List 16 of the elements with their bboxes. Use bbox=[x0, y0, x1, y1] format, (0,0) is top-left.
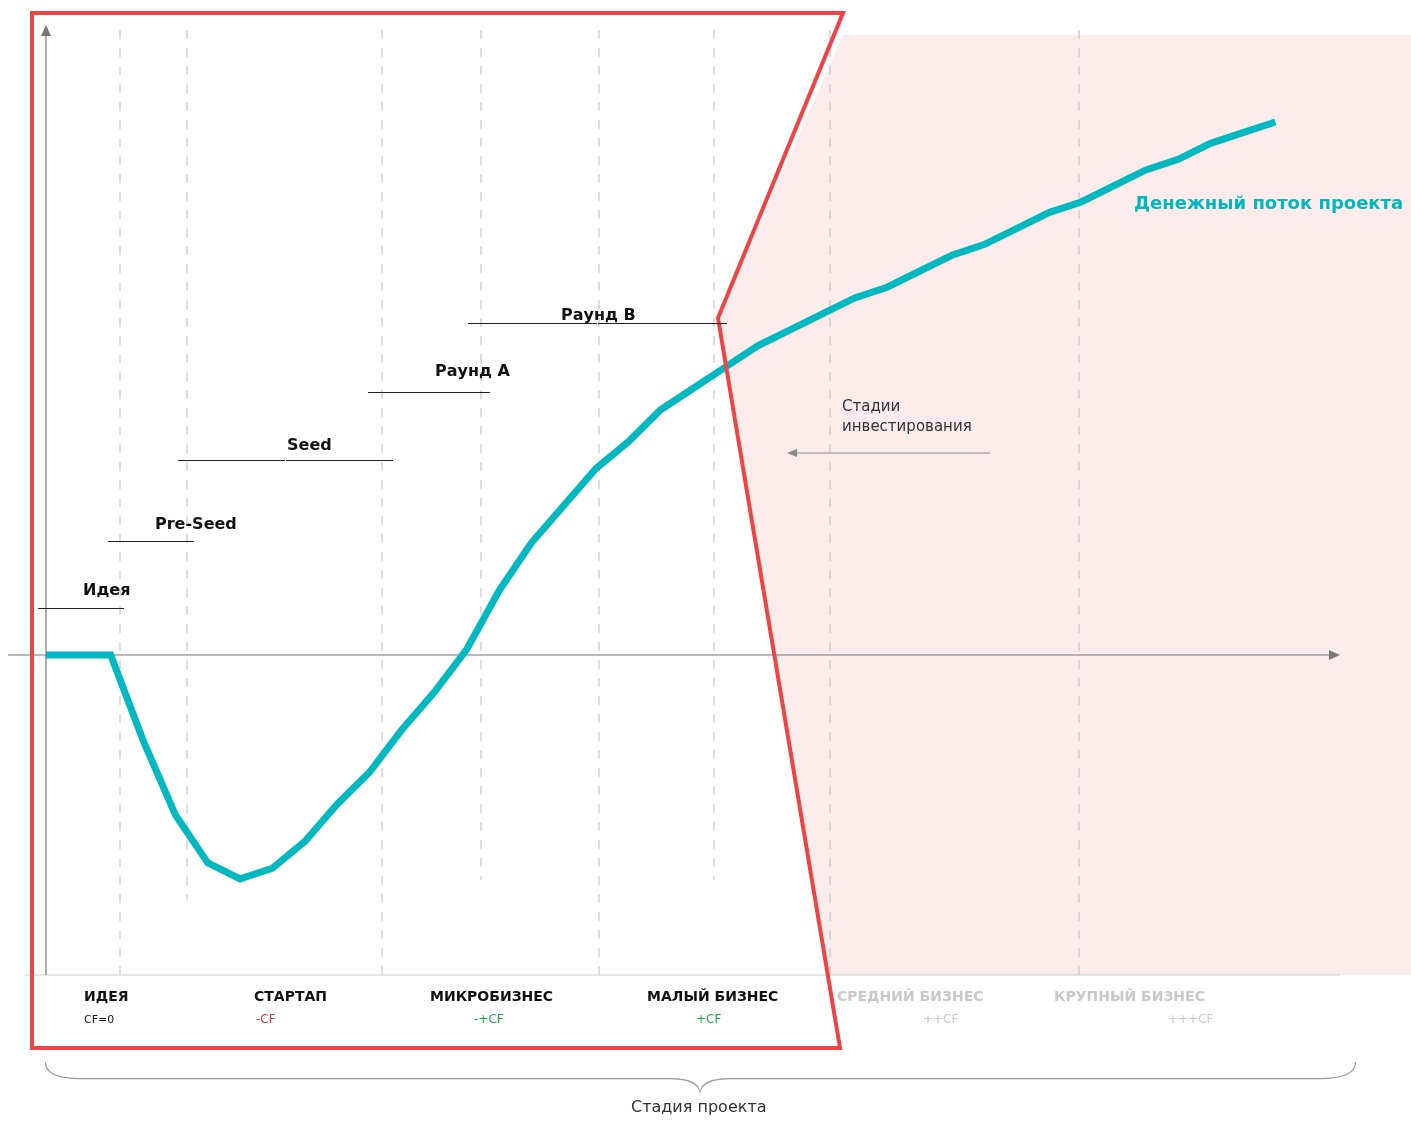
annotation: Раунд B bbox=[561, 305, 636, 324]
text: МИКРОБИЗНЕС bbox=[430, 988, 554, 1004]
annotation: Стадии инвестирования bbox=[842, 397, 972, 435]
text: СТАРТАП bbox=[254, 988, 328, 1004]
text: МАЛЫЙ БИЗНЕС bbox=[647, 988, 779, 1004]
text: -CF bbox=[256, 1012, 276, 1026]
annotation: Seed bbox=[287, 435, 332, 454]
annotation: Идея bbox=[83, 580, 131, 599]
text: CF=0 bbox=[84, 1013, 115, 1026]
series-label: Денежный поток проекта bbox=[1134, 192, 1404, 213]
annotation: Раунд A bbox=[435, 361, 511, 380]
annotation: Pre-Seed bbox=[155, 514, 237, 533]
text: Стадия проекта bbox=[631, 1097, 767, 1116]
text: +CF bbox=[696, 1012, 722, 1026]
text: -+CF bbox=[474, 1012, 504, 1026]
text: ИДЕЯ bbox=[84, 988, 129, 1004]
